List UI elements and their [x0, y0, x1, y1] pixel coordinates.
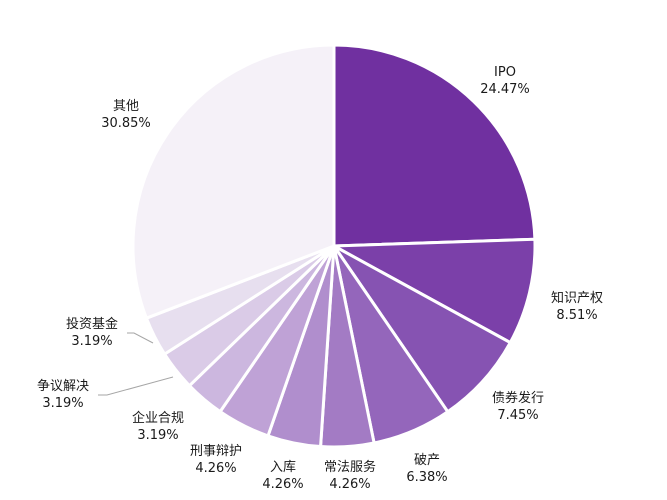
data-label: 其他 30.85%	[101, 98, 151, 132]
data-label-category: 常法服务	[323, 460, 377, 475]
data-label-category: 企业合规	[131, 411, 185, 426]
data-label: 常法服务 4.26%	[324, 459, 376, 493]
pie-slice	[131, 43, 336, 321]
data-label: 争议解决 3.19%	[37, 378, 89, 412]
pie-slices	[131, 43, 537, 449]
data-label-percentage: 30.85%	[101, 116, 151, 131]
data-label-percentage: 24.47%	[480, 82, 530, 97]
data-label-category: 争议解决	[36, 379, 90, 394]
data-label-percentage: 8.51%	[556, 308, 598, 323]
data-label-percentage: 3.19%	[71, 334, 113, 349]
pie-slice	[332, 43, 537, 248]
data-label: 入库 4.26%	[262, 459, 303, 493]
data-label-category: 投资基金	[65, 317, 119, 332]
leader-lines	[98, 332, 174, 396]
leader-line	[127, 332, 154, 344]
data-label: 企业合规 3.19%	[132, 410, 184, 444]
data-label: 投资基金 3.19%	[66, 316, 118, 350]
pie-slice	[328, 237, 537, 345]
data-label: 破产 6.38%	[406, 452, 447, 486]
data-label-category: IPO	[494, 65, 516, 80]
leader-line	[98, 376, 174, 396]
data-label-percentage: 6.38%	[406, 470, 448, 485]
data-label-percentage: 4.26%	[262, 477, 304, 492]
data-label-percentage: 7.45%	[497, 408, 539, 423]
data-label-category: 刑事辩护	[189, 444, 243, 459]
data-label-category: 破产	[413, 453, 440, 468]
data-label-percentage: 4.26%	[329, 477, 371, 492]
data-label-category: 入库	[269, 460, 296, 475]
data-label: IPO 24.47%	[480, 64, 530, 98]
data-label-category: 债券发行	[491, 391, 545, 406]
data-label-category: 其他	[112, 99, 140, 114]
data-label: 刑事辩护 4.26%	[190, 443, 242, 477]
data-label-percentage: 4.26%	[195, 461, 237, 476]
data-label-category: 知识产权	[550, 291, 604, 306]
data-label-percentage: 3.19%	[137, 428, 179, 443]
data-label: 债券发行 7.45%	[492, 390, 544, 424]
data-label-percentage: 3.19%	[42, 396, 84, 411]
data-label: 知识产权 8.51%	[551, 290, 603, 324]
